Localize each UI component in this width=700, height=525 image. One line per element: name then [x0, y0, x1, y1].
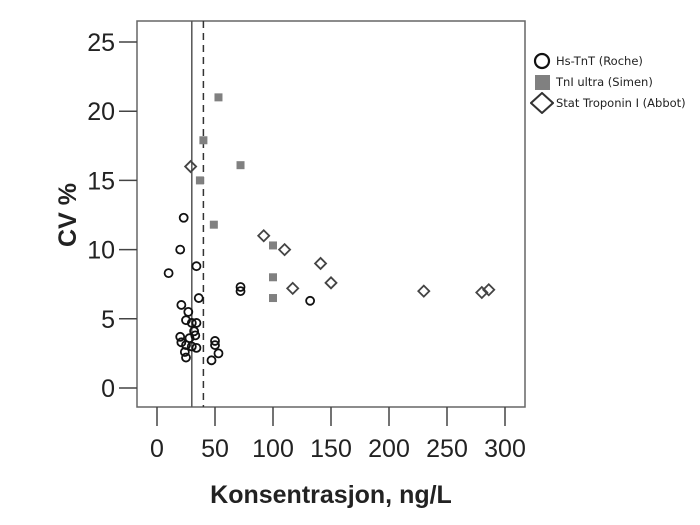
y-tick-label: 15 — [87, 167, 115, 195]
data-point — [213, 348, 224, 359]
legend-label: TnI ultra (Simen) — [556, 74, 653, 89]
y-tick-label: 25 — [87, 29, 115, 57]
data-point — [175, 331, 186, 342]
data-point — [195, 176, 204, 185]
y-tick-label: 0 — [101, 375, 115, 403]
data-point — [256, 228, 271, 243]
legend-label: Stat Troponin I (Abbot) — [556, 95, 686, 110]
data-point — [199, 136, 208, 145]
data-point — [181, 352, 191, 363]
legend-item-stat-troponin: Stat Troponin I (Abbot) — [530, 91, 686, 114]
x-tick-label: 200 — [368, 435, 410, 463]
data-point — [191, 342, 202, 353]
x-axis: 0 50 100 150 200 250 300 — [150, 407, 526, 463]
data-point — [235, 282, 246, 292]
data-points — [163, 93, 496, 366]
data-point — [210, 340, 220, 350]
y-tick-label: 10 — [87, 237, 115, 265]
series-tni-ultra-simen- — [195, 93, 277, 303]
data-point — [175, 244, 186, 255]
data-point — [305, 295, 316, 306]
filled-square-icon — [530, 72, 554, 92]
data-point — [179, 347, 190, 357]
data-point — [210, 336, 220, 346]
legend-item-tni-ultra: TnI ultra (Simen) — [530, 71, 686, 92]
x-tick-label: 300 — [484, 435, 526, 463]
data-point — [313, 256, 328, 271]
data-point — [285, 281, 300, 296]
data-point — [269, 294, 277, 303]
y-axis: 0 5 10 15 20 25 — [87, 29, 137, 403]
data-point — [269, 273, 277, 282]
data-point — [481, 282, 496, 297]
open-circle-icon — [530, 51, 554, 71]
data-point — [236, 161, 245, 170]
data-point — [181, 340, 191, 350]
x-tick-label: 50 — [201, 435, 229, 463]
y-tick-label: 20 — [87, 98, 115, 126]
series-stat-troponin-i-abbot- — [183, 159, 496, 300]
data-point — [176, 300, 187, 310]
data-point — [186, 341, 197, 352]
series-hs-tnt-roche- — [163, 212, 316, 366]
x-tick-label: 150 — [310, 435, 352, 463]
data-point — [277, 242, 292, 257]
legend-label: Hs-TnT (Roche) — [556, 53, 643, 68]
data-point — [214, 93, 223, 102]
legend-item-hs-tnt: Hs-TnT (Roche) — [530, 50, 686, 71]
x-tick-label: 250 — [426, 435, 468, 463]
x-tick-label: 0 — [150, 435, 164, 463]
y-axis-title: CV % — [54, 183, 82, 247]
y-tick-label: 5 — [101, 306, 115, 334]
data-point — [178, 212, 189, 223]
x-axis-title: Konsentrasjon, ng/L — [210, 481, 452, 509]
data-point — [209, 220, 218, 229]
data-point — [324, 276, 338, 290]
x-tick-label: 100 — [252, 435, 294, 463]
data-point — [417, 284, 431, 298]
data-point — [191, 261, 202, 272]
data-point — [189, 326, 200, 337]
legend: Hs-TnT (Roche) TnI ultra (Simen) Stat Tr… — [530, 50, 686, 114]
data-point — [235, 286, 246, 297]
open-diamond-icon — [530, 91, 554, 114]
data-point — [183, 159, 198, 174]
data-point — [269, 241, 277, 250]
data-point — [163, 268, 174, 279]
data-point — [206, 355, 217, 366]
data-point — [193, 293, 204, 303]
